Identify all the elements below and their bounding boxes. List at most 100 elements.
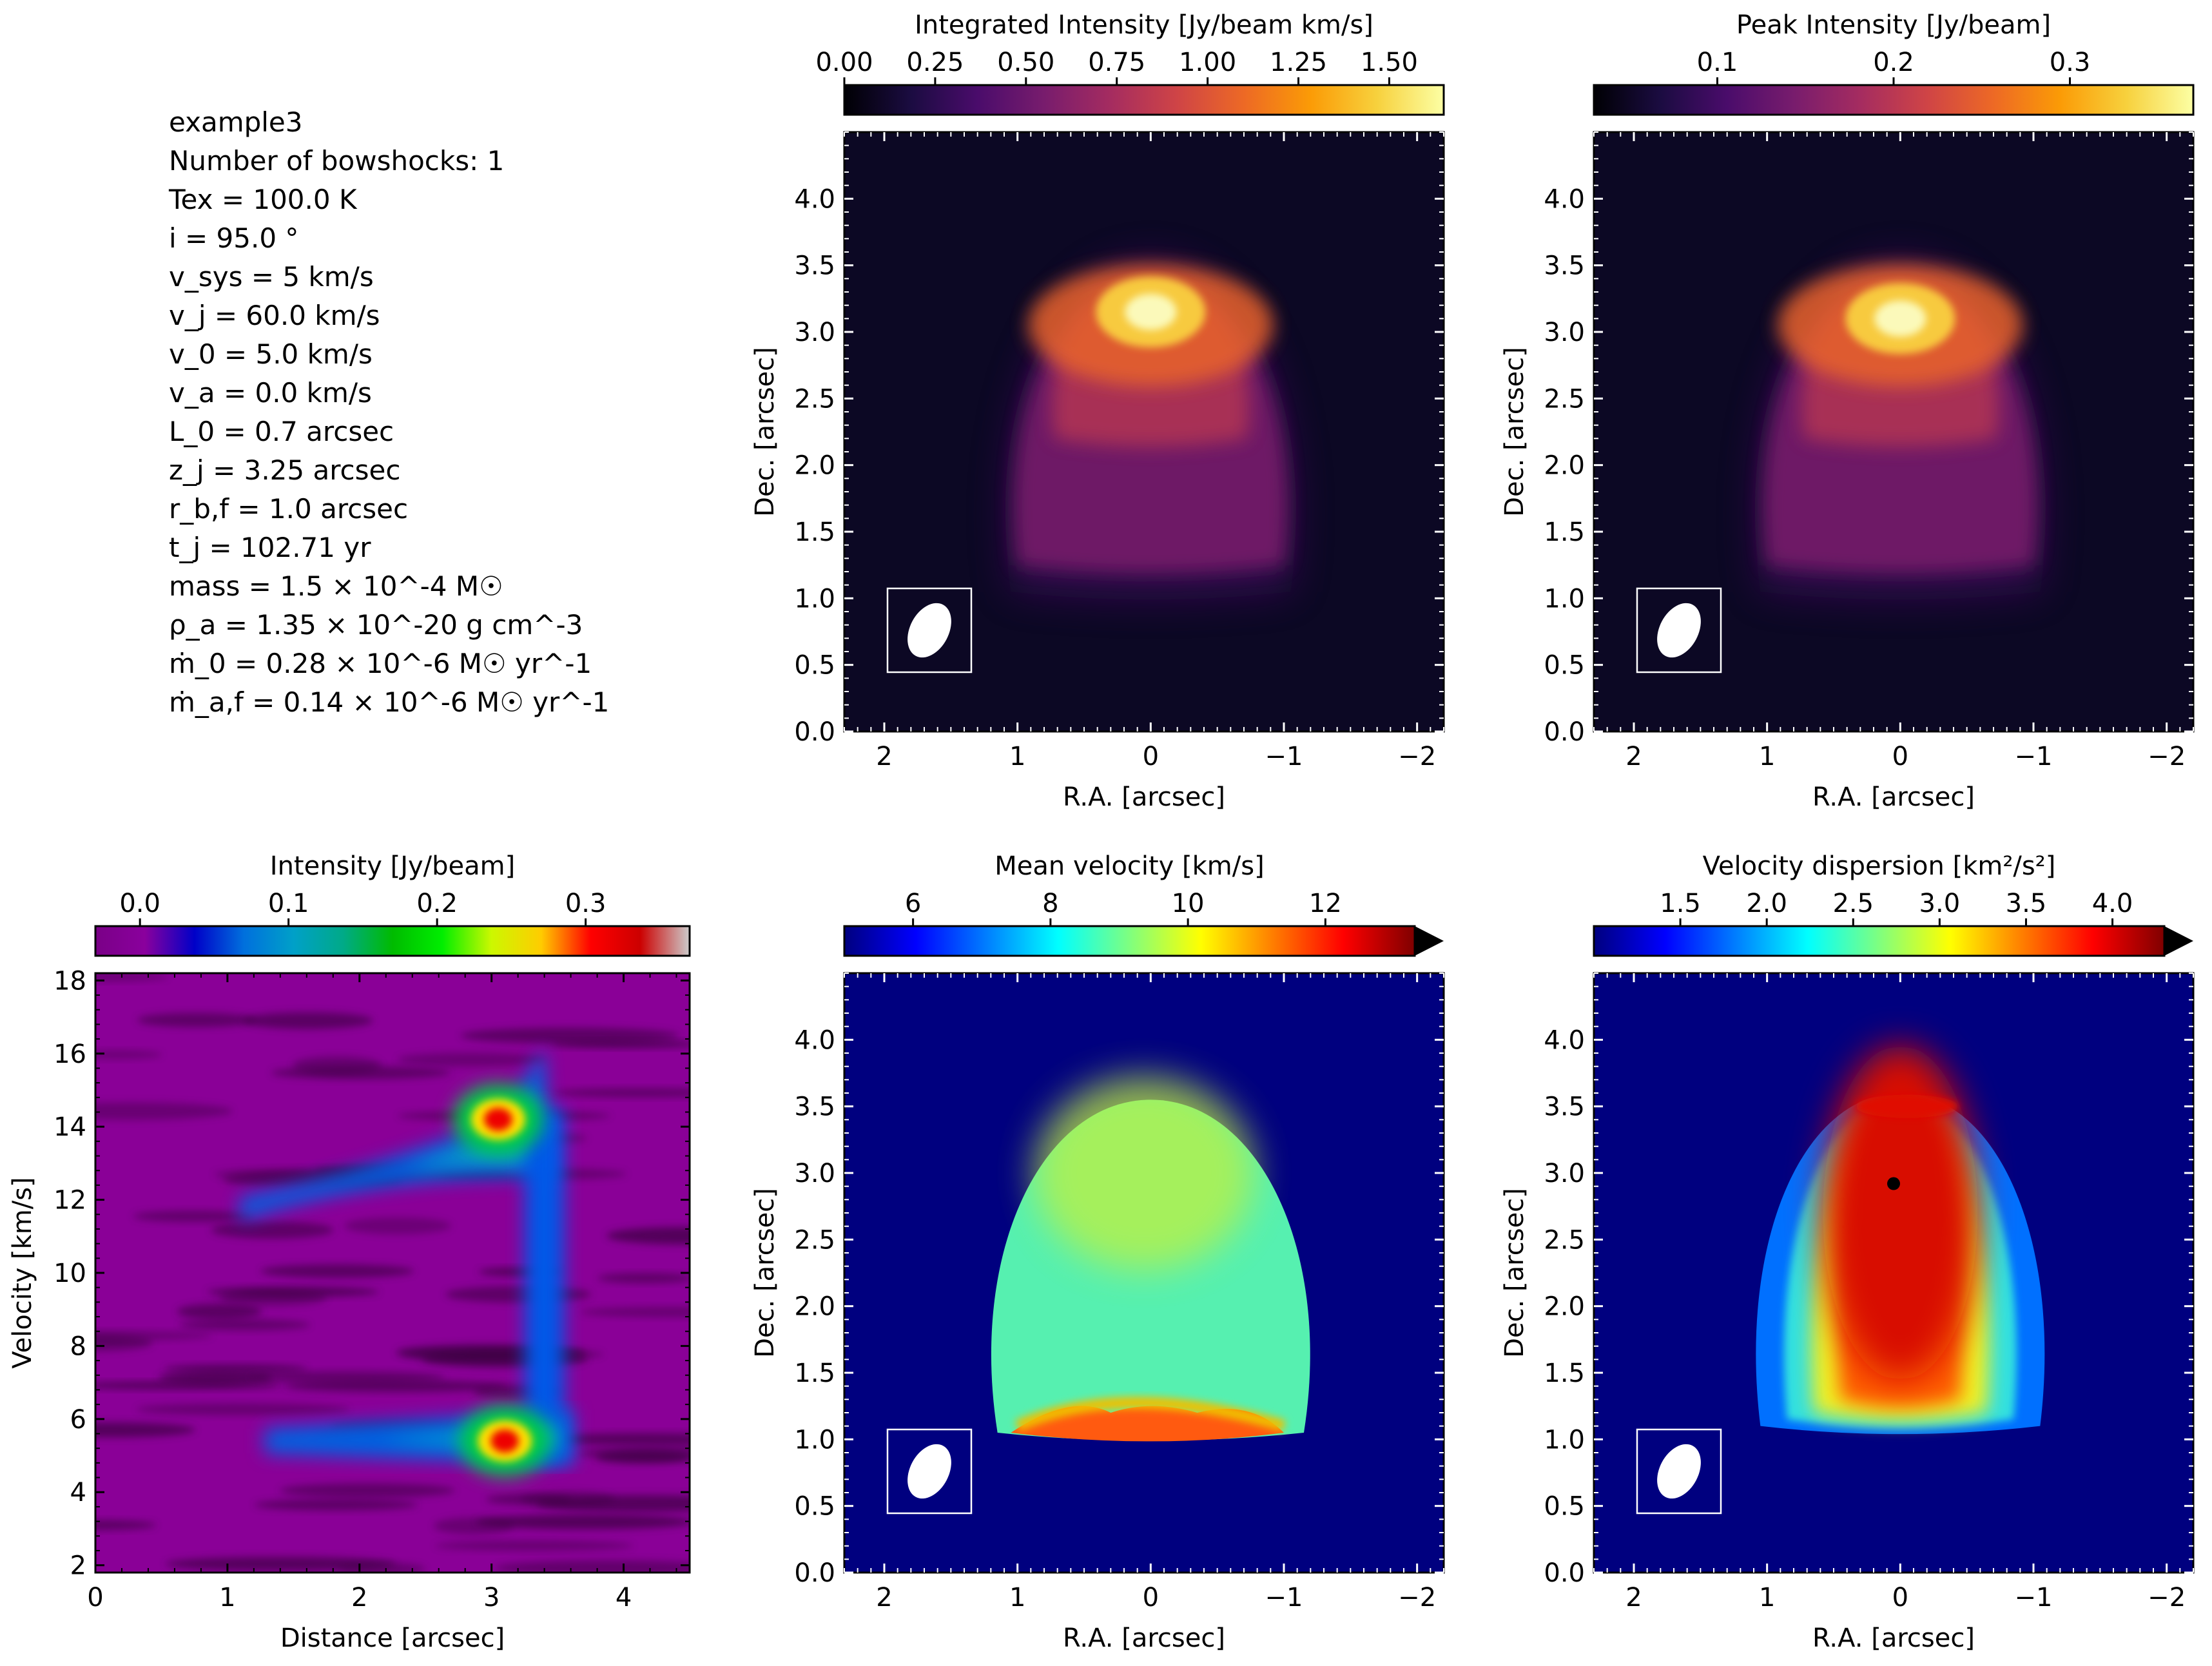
pv-noise-streak	[445, 1286, 592, 1303]
mom2-xtick-label: −2	[2148, 1583, 2186, 1613]
pv-noise-streak	[133, 1210, 255, 1223]
pv-noise-streak	[95, 1331, 213, 1341]
mom0-panel: 2 1 0 −1 −2 0.0 0.5 1.0 1.5 2.0 2.5 3.0 3.5 4.0 R.A. […	[750, 10, 1445, 812]
pv-colorbar-tick-label: 0.2	[416, 889, 458, 918]
mom2-cap	[1855, 1094, 1959, 1118]
pv-ytick-label: 2	[70, 1551, 86, 1581]
mom2-colorbar-extend-arrow	[2164, 926, 2193, 956]
mom0-colorbar-tick-label: 1.50	[1361, 48, 1418, 77]
mom1-colorbar-tick-label: 10	[1172, 889, 1205, 918]
param-line-vsys: v_sys = 5 km/s	[169, 261, 374, 293]
pv-noise-streak	[163, 1364, 307, 1373]
mom2-xlabel: R.A. [arcsec]	[1812, 1623, 1975, 1653]
mom0-ylabel: Dec. [arcsec]	[750, 347, 780, 517]
mom0-xtick-label: 1	[1009, 742, 1025, 771]
mom2-ytick-label: 3.0	[1544, 1159, 1585, 1188]
mom2-colorbar-tick-label: 4.0	[2092, 889, 2133, 918]
pv-ytick-label: 16	[53, 1040, 86, 1069]
mom1-beam-box	[886, 1428, 973, 1515]
pv-peak	[483, 1107, 512, 1131]
pv-noise-streak	[179, 1319, 311, 1331]
mom2-xtick-label: 0	[1892, 1583, 1908, 1613]
mom2-ytick-label: 3.5	[1544, 1092, 1585, 1122]
pv-noise-streak	[254, 1499, 418, 1511]
mom1-ytick-label: 0.0	[794, 1558, 835, 1588]
mom1-ytick-label: 2.0	[794, 1292, 835, 1322]
pv-noise-streak	[95, 1520, 157, 1530]
pv-xtick-label: 3	[483, 1583, 500, 1613]
mom2-ytick-label: 0.5	[1544, 1492, 1585, 1522]
mom2-colorbar	[1593, 925, 2166, 957]
mom1-ytick-label: 1.5	[794, 1359, 835, 1388]
param-line-tex: Tex = 100.0 K	[169, 184, 357, 215]
mom2-colorbar-tick-label: 2.5	[1832, 889, 1874, 918]
mom0-ytick-label: 2.0	[794, 451, 835, 481]
pv-ytick-label: 8	[70, 1332, 86, 1361]
pv-ytick-label: 6	[70, 1405, 86, 1435]
mom1-colorbar-extend-arrow	[1415, 926, 1444, 956]
mom8-xlabel: R.A. [arcsec]	[1812, 782, 1975, 812]
mom1-ytick-label: 3.0	[794, 1159, 835, 1188]
mom2-colorbar-tick-label: 2.0	[1746, 889, 1787, 918]
mom8-ytick-label: 1.0	[1544, 584, 1585, 614]
pv-colorbar-tick-label: 0.3	[565, 889, 606, 918]
mom1-xtick-label: −1	[1265, 1583, 1303, 1613]
param-line-rhoa: ρ_a = 1.35 × 10^-20 g cm^-3	[169, 609, 583, 641]
mom0-ytick-label: 1.0	[794, 584, 835, 614]
param-line-mass: mass = 1.5 × 10^-4 M☉	[169, 570, 503, 602]
mom1-xtick-label: 1	[1009, 1583, 1025, 1613]
pv-ylabel: Velocity [km/s]	[8, 1177, 37, 1368]
mom8-colorbar-tick-label: 0.3	[2050, 48, 2091, 77]
pv-noise-streak	[260, 1264, 414, 1278]
mom8-frame	[1593, 131, 2195, 733]
mom0-colorbar-tick-label: 0.75	[1088, 48, 1145, 77]
pv-noise-streak	[536, 1495, 690, 1512]
pv-noise-streak	[547, 1433, 690, 1446]
mom0-ytick-label: 0.5	[794, 651, 835, 681]
param-line-v0: v_0 = 5.0 km/s	[169, 338, 373, 370]
pv-noise-streak	[552, 1088, 690, 1098]
pv-noise-streak	[271, 1066, 451, 1080]
mom8-panel: 2 1 0 −1 −2 0.0 0.5 1.0 1.5 2.0 2.5 3.0 3.5 4.0 R.A. […	[1500, 10, 2195, 812]
mom0-xtick-label: 0	[1143, 742, 1159, 771]
pv-image	[95, 973, 690, 1573]
mom0-ytick-label: 3.5	[794, 251, 835, 281]
pv-xtick-label: 1	[219, 1583, 235, 1613]
mom1-ytick-label: 1.0	[794, 1425, 835, 1455]
pv-noise-streak	[211, 1221, 334, 1239]
param-line-mdotaf: ṁ_a,f = 0.14 × 10^-6 M☉ yr^-1	[169, 686, 610, 718]
mom0-xtick-label: −1	[1265, 742, 1303, 771]
pv-noise-streak	[158, 1371, 273, 1384]
mom2-colorbar-tick-label: 3.0	[1919, 889, 1961, 918]
mom8-xtick-label: 1	[1759, 742, 1775, 771]
mom2-colorbar-tick-label: 3.5	[2006, 889, 2047, 918]
pv-noise-streak	[247, 1371, 445, 1383]
pv-noise-streak	[95, 1050, 162, 1060]
pv-peak	[490, 1429, 519, 1453]
mom2-panel: 2 1 0 −1 −2 0.0 0.5 1.0 1.5 2.0 2.5 3.0 3.5 4.0 R.A. […	[1500, 851, 2195, 1653]
mom8-colorbar-tick-label: 0.1	[1697, 48, 1738, 77]
pv-colorbar-label: Intensity [Jy/beam]	[270, 851, 515, 881]
mom8-colorbar-label: Peak Intensity [Jy/beam]	[1736, 10, 2051, 40]
pv-noise-streak	[475, 1514, 690, 1529]
mom8-ytick-label: 2.5	[1544, 384, 1585, 414]
pv-noise-streak	[397, 1052, 545, 1067]
param-line-zj: z_j = 3.25 arcsec	[169, 454, 401, 486]
param-line-bowshocks: Number of bowshocks: 1	[169, 145, 505, 177]
mom8-image	[1594, 132, 2193, 731]
pv-noise-streak	[597, 1273, 690, 1283]
param-line-mdot0: ṁ_0 = 0.28 × 10^-6 M☉ yr^-1	[169, 648, 592, 679]
mom2-image	[1594, 973, 2193, 1573]
pv-ytick-label: 14	[53, 1112, 86, 1142]
mom8-xtick-label: −1	[2015, 742, 2053, 771]
mom0-colorbar-label: Integrated Intensity [Jy/beam km/s]	[915, 10, 1373, 40]
mom8-xtick-label: 0	[1892, 742, 1908, 771]
mom1-xtick-label: 2	[876, 1583, 892, 1613]
pv-colorbar-tick-label: 0.1	[268, 889, 309, 918]
mom8-beam-box	[1636, 587, 1722, 673]
pv-xtick-label: 0	[87, 1583, 103, 1613]
mom0-ytick-label: 3.0	[794, 318, 835, 347]
mom1-colorbar-label: Mean velocity [km/s]	[994, 851, 1264, 881]
mom8-ytick-label: 2.0	[1544, 451, 1585, 481]
mom1-cap-tint	[1034, 1076, 1254, 1270]
